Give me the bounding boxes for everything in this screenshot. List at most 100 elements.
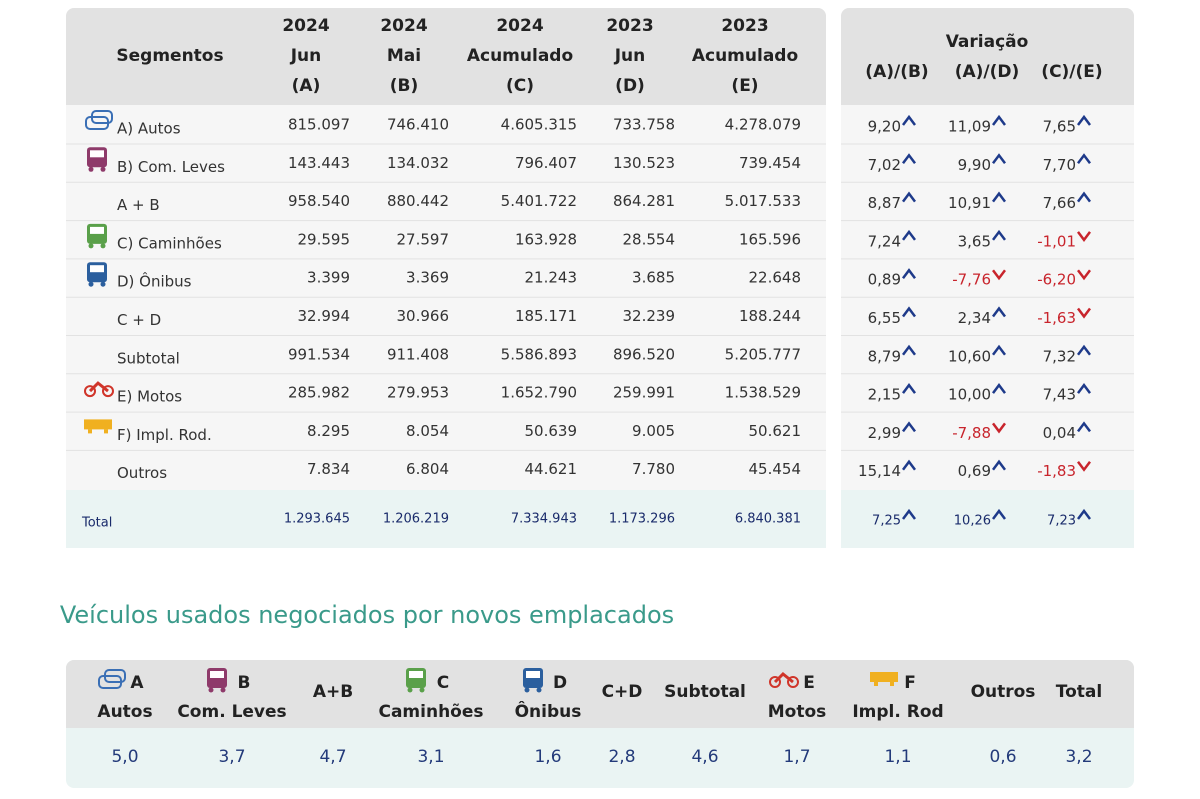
arrow-up: [902, 459, 916, 471]
cell: 50.621: [749, 422, 802, 440]
arrow-up: [992, 459, 1006, 471]
column-letter: D: [553, 673, 567, 693]
shape: [874, 682, 878, 686]
variation-cell: 10,26: [954, 514, 991, 529]
column-header: (B): [390, 76, 419, 96]
shape: [220, 687, 226, 693]
cell: 28.554: [623, 230, 676, 248]
cell: 4.278.079: [725, 116, 801, 134]
main-panel: [66, 8, 826, 548]
column-letter: B: [238, 673, 251, 693]
cell: 21.243: [525, 269, 578, 287]
shape: [870, 672, 898, 682]
arrow-up: [902, 268, 916, 279]
cell: 6.840.381: [735, 512, 801, 527]
column-label: Com. Leves: [177, 702, 286, 722]
cell: 6.804: [406, 460, 449, 478]
cell: 4.605.315: [501, 116, 577, 134]
arrow-up: [1077, 383, 1091, 394]
variation-cell: 0,89: [868, 271, 901, 289]
cell: 32.239: [623, 307, 676, 325]
variation-cell: -1,83: [1037, 462, 1076, 480]
variation-cell: -6,20: [1037, 271, 1076, 289]
cell: 30.966: [397, 307, 450, 325]
cell: 50.639: [525, 422, 578, 440]
cell: 130.523: [613, 154, 675, 172]
icon-cam: [87, 223, 107, 249]
cell: 285.982: [288, 384, 350, 402]
cell: 5.586.893: [501, 345, 577, 363]
value: 1,1: [884, 747, 911, 767]
icon-bus: [87, 262, 107, 287]
column-header: 2024: [380, 16, 427, 36]
cell: 864.281: [613, 192, 675, 210]
column-label: Total: [1056, 682, 1102, 702]
arrow-down: [992, 422, 1006, 434]
column-header: Jun: [290, 46, 322, 66]
arrow-up: [1077, 421, 1091, 433]
icon-truck: [207, 668, 227, 693]
column-label: C+D: [602, 682, 643, 702]
value: 1,7: [783, 747, 810, 767]
shape: [88, 281, 94, 287]
variation-title: Variação: [946, 32, 1029, 52]
arrow-up: [992, 114, 1006, 126]
column-label: Impl. Rod: [852, 702, 943, 722]
row-label: A) Autos: [117, 120, 181, 138]
cell: 880.442: [387, 192, 449, 210]
arrow-up: [1077, 344, 1091, 356]
cell: 1.173.296: [609, 512, 675, 527]
column-label: Caminhões: [378, 702, 483, 722]
column-header: (C): [506, 76, 534, 96]
variation-cell: 7,70: [1043, 156, 1076, 174]
cell: 746.410: [387, 116, 449, 134]
cell: 3.399: [307, 269, 350, 287]
cell: 185.171: [515, 307, 577, 325]
value: 3,1: [417, 747, 444, 767]
column-header: 2024: [282, 16, 329, 36]
arrow-up: [902, 421, 916, 433]
cell: 44.621: [525, 460, 578, 478]
shape: [526, 671, 540, 678]
row-label: B) Com. Leves: [117, 158, 225, 176]
used-header-bg: [66, 660, 1134, 728]
column-header: (D): [615, 76, 645, 96]
variation-cell: 10,00: [948, 386, 991, 404]
variation-cell: 7,65: [1043, 118, 1076, 136]
row-label: D) Ônibus: [117, 272, 192, 291]
column-header: Acumulado: [692, 46, 798, 66]
column-header: 2023: [721, 16, 768, 36]
row-label: C) Caminhões: [117, 234, 222, 252]
cell: 27.597: [397, 230, 450, 248]
cell: 22.648: [749, 269, 802, 287]
cell: 733.758: [613, 116, 675, 134]
cell: 815.097: [288, 116, 350, 134]
cell: 7.334.943: [511, 512, 577, 527]
value: 0,6: [989, 747, 1016, 767]
shape: [88, 166, 94, 172]
section-title: Veículos usados negociados por novos emp…: [60, 601, 674, 629]
row-label: Total: [81, 516, 112, 531]
shape: [88, 429, 92, 434]
cell: 9.005: [632, 422, 675, 440]
shape: [773, 671, 794, 684]
shape: [100, 243, 106, 249]
variation-cell: 8,79: [868, 347, 901, 365]
arrow-up: [992, 306, 1006, 318]
shape: [91, 110, 113, 124]
column-header: (A): [292, 76, 321, 96]
arrow-up: [992, 229, 1006, 241]
shape: [208, 687, 214, 693]
cell: 991.534: [288, 345, 350, 363]
column-header: Jun: [614, 46, 646, 66]
row-label: C + D: [117, 311, 161, 329]
variation-cell: -1,01: [1037, 232, 1076, 250]
arrow-up: [992, 383, 1006, 394]
variation-header: (A)/(D): [955, 62, 1020, 82]
variation-header-bg: [841, 8, 1134, 105]
arrow-down: [1077, 460, 1091, 472]
column-letter: C: [437, 673, 449, 693]
variation-cell: 2,34: [958, 309, 991, 327]
variation-cell: 7,23: [1047, 514, 1076, 529]
arrow-up: [992, 153, 1006, 165]
